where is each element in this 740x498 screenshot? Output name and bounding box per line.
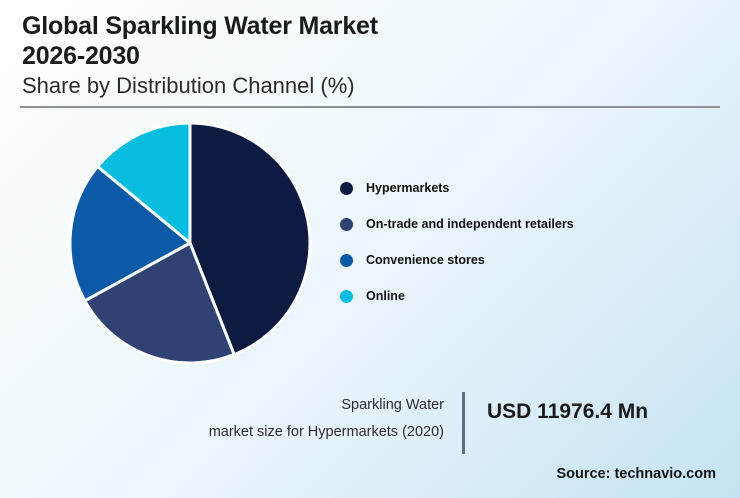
legend-item-hypermarkets[interactable]: Hypermarkets <box>340 170 670 206</box>
chart-title-line-2: 2026-2030 <box>22 41 140 70</box>
callout-vertical-divider <box>462 392 465 454</box>
chart-header: Global Sparkling Water Market 2026-2030 … <box>22 12 722 100</box>
pie-chart <box>68 121 312 365</box>
chart-legend: Hypermarkets On-trade and independent re… <box>340 170 670 314</box>
header-divider <box>20 106 720 108</box>
source-attribution: Source: technavio.com <box>556 466 716 482</box>
callout-caption-line-2: market size for Hypermarkets (2020) <box>208 423 444 440</box>
callout-caption: Sparkling Water market size for Hypermar… <box>150 392 462 446</box>
pie-slice[interactable] <box>188 121 312 357</box>
legend-dot-hypermarkets <box>340 181 353 195</box>
pie-slice[interactable] <box>68 165 192 303</box>
legend-dot-on-trade <box>340 217 353 231</box>
legend-label-on-trade: On-trade and independent retailers <box>366 217 574 231</box>
legend-dot-online <box>340 289 353 303</box>
callout-caption-line-1: Sparkling Water <box>341 397 444 413</box>
legend-label-hypermarkets: Hypermarkets <box>366 181 450 195</box>
legend-label-online: Online <box>366 289 405 303</box>
pie-slice[interactable] <box>96 121 192 245</box>
market-size-callout: Sparkling Water market size for Hypermar… <box>150 392 710 454</box>
callout-value: USD 11976.4 Mn <box>487 400 649 423</box>
legend-label-convenience: Convenience stores <box>366 253 485 267</box>
legend-item-convenience[interactable]: Convenience stores <box>340 242 670 278</box>
legend-item-online[interactable]: Online <box>340 278 670 314</box>
legend-item-on-trade[interactable]: On-trade and independent retailers <box>340 206 670 242</box>
pie-chart-svg <box>68 121 312 365</box>
legend-dot-convenience <box>340 253 353 267</box>
chart-subtitle: Share by Distribution Channel (%) <box>22 73 355 98</box>
chart-title-line-1: Global Sparkling Water Market <box>22 12 378 40</box>
pie-slice[interactable] <box>83 241 236 365</box>
